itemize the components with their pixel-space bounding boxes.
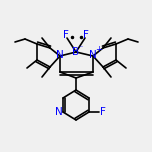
Text: B: B — [73, 47, 79, 57]
Text: F: F — [63, 30, 69, 40]
Text: F: F — [100, 107, 106, 117]
Text: ⁻: ⁻ — [79, 43, 83, 52]
Text: F: F — [83, 30, 89, 40]
Text: N: N — [55, 107, 63, 117]
Text: +: + — [96, 45, 102, 55]
Text: N: N — [56, 50, 64, 60]
Text: N: N — [89, 50, 97, 60]
